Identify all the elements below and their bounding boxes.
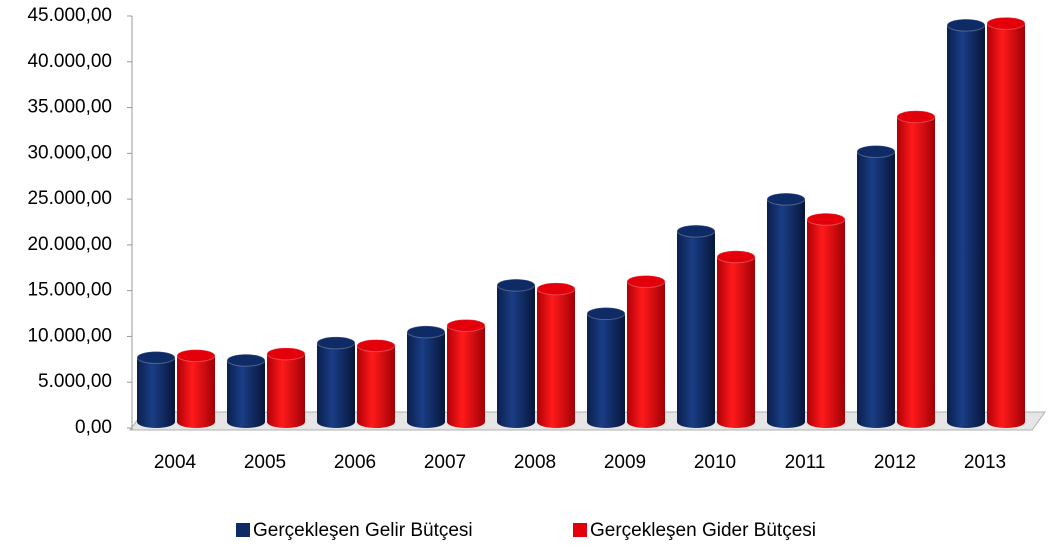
- legend-label: Gerçekleşen Gider Bütçesi: [590, 520, 816, 541]
- bar: [897, 116, 935, 422]
- bar: [317, 342, 355, 422]
- y-tick-label: 40.000,00: [27, 51, 112, 72]
- bar: [807, 219, 845, 422]
- bar-cap: [586, 307, 626, 321]
- x-tick-label: 2013: [964, 452, 1006, 473]
- bar: [447, 325, 485, 422]
- bar: [537, 288, 575, 422]
- x-tick-label: 2004: [154, 452, 197, 473]
- bar: [627, 281, 665, 422]
- bar: [137, 357, 175, 422]
- y-tick-label: 30.000,00: [27, 142, 112, 163]
- bar-cap: [406, 325, 446, 339]
- bar: [987, 23, 1025, 423]
- bar-cap: [946, 18, 986, 32]
- bar-cap: [356, 339, 396, 353]
- y-tick-label: 5.000,00: [38, 371, 112, 392]
- bar-cap: [626, 275, 666, 289]
- y-tick-label: 15.000,00: [27, 280, 112, 301]
- bar: [677, 231, 715, 422]
- bar-cap: [806, 212, 846, 226]
- legend-swatch: [573, 523, 587, 537]
- bar: [767, 199, 805, 422]
- bar-cap: [136, 351, 176, 365]
- y-tick-label: 20.000,00: [27, 234, 112, 255]
- x-tick-label: 2012: [874, 452, 916, 473]
- bar-cap: [896, 110, 936, 124]
- bar-cap: [856, 145, 896, 159]
- y-tick-label: 45.000,00: [27, 5, 112, 26]
- bar-cap: [676, 224, 716, 238]
- bar-cap: [986, 16, 1026, 30]
- bar: [407, 331, 445, 422]
- bar-cap: [176, 349, 216, 363]
- bar-cap: [766, 192, 806, 206]
- x-tick-label: 2011: [785, 452, 826, 473]
- bar: [357, 345, 395, 422]
- x-tick-label: 2010: [694, 452, 736, 473]
- bar-cap: [226, 353, 266, 367]
- y-tick-label: 35.000,00: [27, 97, 112, 118]
- bar: [717, 256, 755, 422]
- y-tick-label: 25.000,00: [27, 188, 112, 209]
- bar-cap: [536, 282, 576, 296]
- x-tick-label: 2008: [514, 452, 556, 473]
- y-tick-label: 10.000,00: [27, 325, 112, 346]
- bar-cap: [266, 347, 306, 361]
- x-tick-label: 2006: [334, 452, 376, 473]
- bar-cap: [716, 250, 756, 264]
- bar: [587, 313, 625, 422]
- legend-label: Gerçekleşen Gelir Bütçesi: [253, 520, 473, 541]
- bar: [177, 355, 215, 422]
- x-tick-label: 2007: [424, 452, 466, 473]
- bar: [267, 353, 305, 422]
- bar: [857, 151, 895, 422]
- legend-swatch: [236, 523, 250, 537]
- bar: [227, 360, 265, 422]
- y-tick-label: 0,00: [75, 417, 112, 438]
- x-tick-label: 2005: [244, 452, 286, 473]
- bar-cap: [446, 318, 486, 332]
- x-tick-label: 2009: [604, 452, 646, 473]
- bar-cap: [316, 336, 356, 350]
- bar-cap: [496, 278, 536, 292]
- bar: [947, 25, 985, 423]
- bar: [497, 285, 535, 422]
